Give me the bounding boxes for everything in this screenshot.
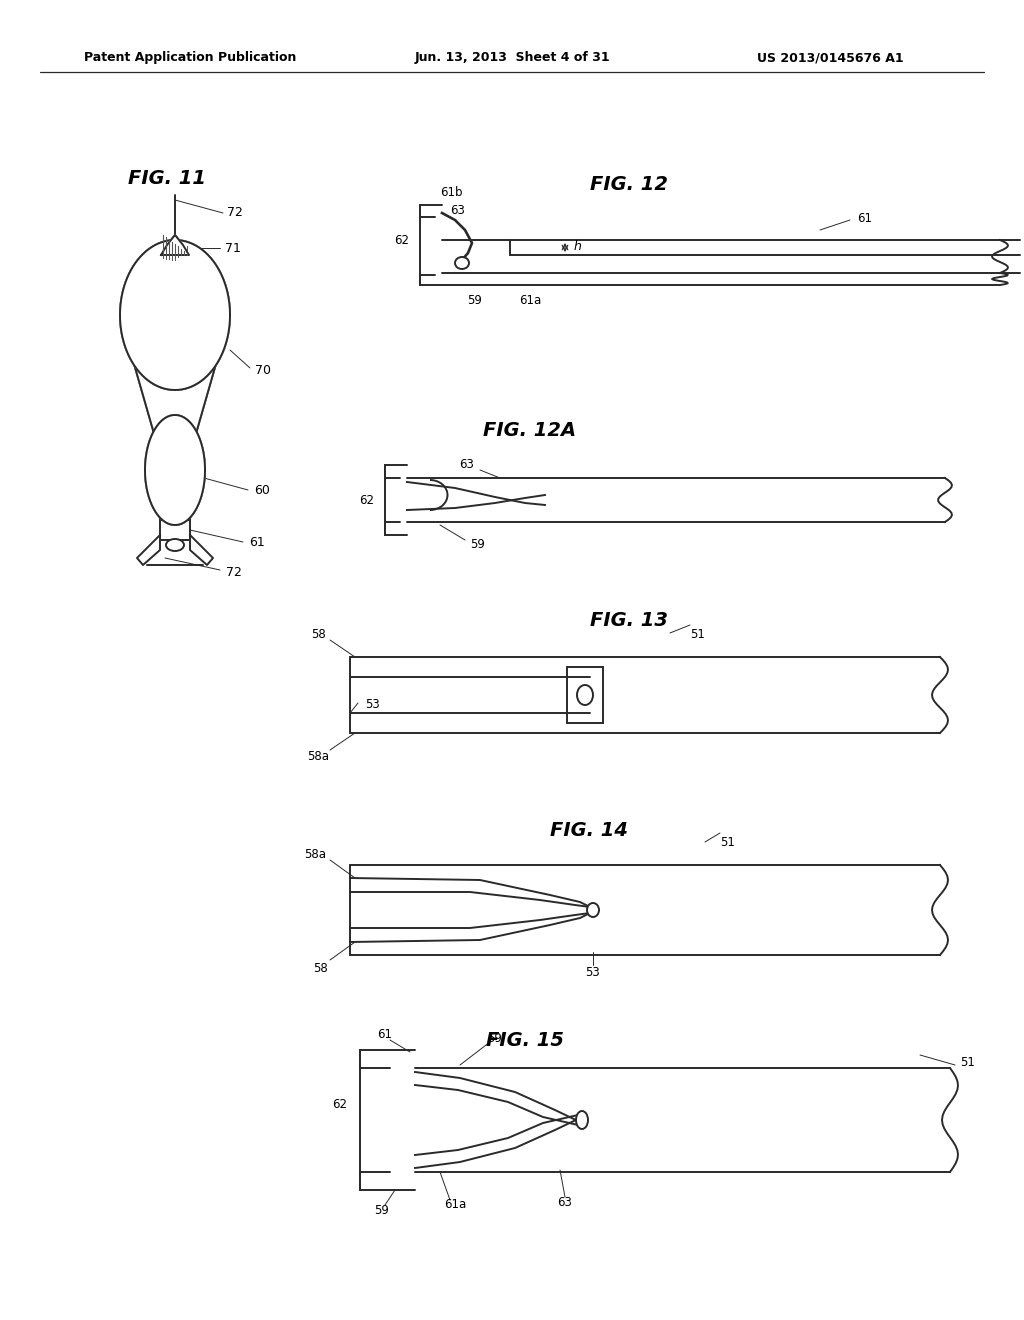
Polygon shape — [161, 235, 189, 255]
Polygon shape — [137, 535, 160, 565]
Text: FIG. 11: FIG. 11 — [128, 169, 206, 187]
Text: Jun. 13, 2013  Sheet 4 of 31: Jun. 13, 2013 Sheet 4 of 31 — [414, 51, 610, 65]
Text: Patent Application Publication: Patent Application Publication — [84, 51, 296, 65]
Text: 61: 61 — [378, 1028, 392, 1041]
Polygon shape — [120, 240, 230, 389]
Polygon shape — [145, 414, 205, 525]
Polygon shape — [190, 535, 213, 565]
Text: 61: 61 — [857, 213, 872, 226]
Text: 58a: 58a — [304, 847, 326, 861]
Text: FIG. 15: FIG. 15 — [486, 1031, 564, 1049]
Text: 61a: 61a — [443, 1199, 466, 1212]
Text: 62: 62 — [333, 1098, 347, 1111]
Text: 61a: 61a — [519, 293, 541, 306]
Text: 72: 72 — [226, 565, 242, 578]
Ellipse shape — [577, 685, 593, 705]
Text: FIG. 14: FIG. 14 — [550, 821, 628, 840]
Text: FIG. 12: FIG. 12 — [590, 176, 668, 194]
Text: 51: 51 — [690, 628, 705, 642]
Text: 72: 72 — [227, 206, 243, 219]
Polygon shape — [145, 414, 205, 525]
Ellipse shape — [587, 903, 599, 917]
Text: 58: 58 — [310, 628, 326, 642]
Text: 61b: 61b — [440, 186, 463, 199]
Text: h: h — [573, 240, 581, 253]
Text: 60: 60 — [254, 483, 270, 496]
Text: 58: 58 — [312, 961, 328, 974]
Text: 58a: 58a — [307, 751, 329, 763]
Text: 53: 53 — [586, 965, 600, 978]
Ellipse shape — [455, 257, 469, 269]
Polygon shape — [120, 240, 230, 389]
Text: FIG. 13: FIG. 13 — [590, 610, 668, 630]
Text: FIG. 12A: FIG. 12A — [483, 421, 577, 440]
Text: 53: 53 — [365, 698, 380, 711]
Text: 62: 62 — [359, 494, 375, 507]
Text: 70: 70 — [255, 363, 271, 376]
Text: 59: 59 — [470, 539, 485, 552]
Ellipse shape — [575, 1111, 588, 1129]
Text: 51: 51 — [720, 837, 735, 850]
Text: 63: 63 — [557, 1196, 572, 1209]
Text: 59: 59 — [468, 293, 482, 306]
Text: 61: 61 — [249, 536, 265, 549]
Ellipse shape — [166, 539, 184, 550]
Text: 63: 63 — [451, 203, 466, 216]
Text: 51: 51 — [961, 1056, 976, 1068]
Text: 63: 63 — [460, 458, 474, 470]
Text: 71: 71 — [225, 242, 241, 255]
Polygon shape — [161, 235, 189, 255]
Text: US 2013/0145676 A1: US 2013/0145676 A1 — [757, 51, 903, 65]
Text: 59: 59 — [487, 1031, 503, 1044]
Text: 59: 59 — [375, 1204, 389, 1217]
Text: 62: 62 — [394, 234, 410, 247]
Polygon shape — [120, 315, 230, 430]
